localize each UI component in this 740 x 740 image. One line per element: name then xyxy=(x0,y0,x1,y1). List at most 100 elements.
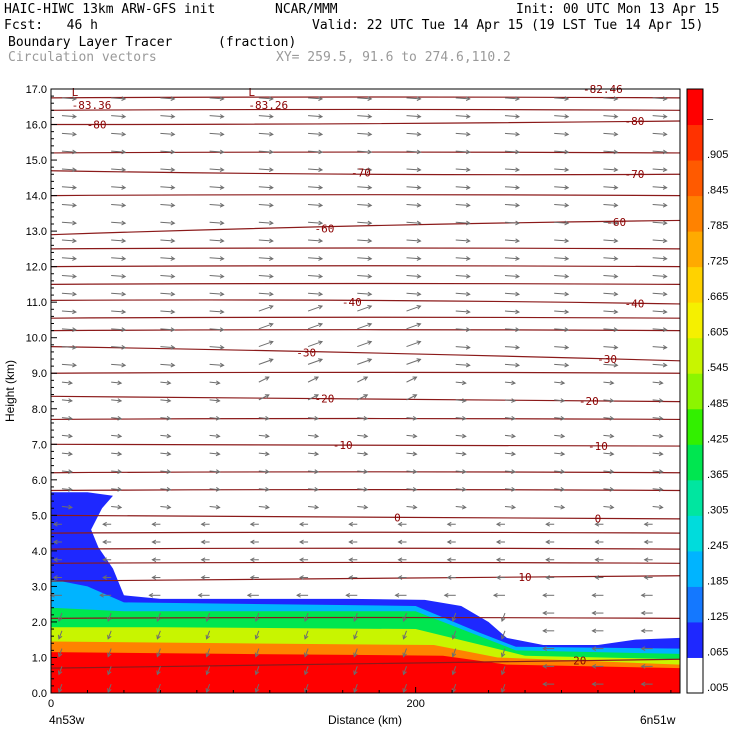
circulation-vector xyxy=(308,115,323,118)
circulation-vector-head xyxy=(299,557,304,563)
circulation-vector-head xyxy=(515,202,521,208)
circulation-vector xyxy=(255,683,260,693)
circulation-vector-head xyxy=(613,362,619,368)
circulation-vector xyxy=(308,470,319,473)
circulation-vector-head xyxy=(402,670,407,676)
circulation-vector-head xyxy=(564,273,570,279)
circulation-vector-head xyxy=(72,362,77,368)
colorbar-label: .785 xyxy=(707,220,728,232)
circulation-vector-head xyxy=(412,504,418,510)
circulation-vector-head xyxy=(219,185,225,190)
circulation-vector xyxy=(209,505,220,508)
circulation-vector-head xyxy=(121,345,127,350)
circulation-vector xyxy=(160,434,171,437)
colorbar-label: .305 xyxy=(707,504,728,516)
circulation-vector-head xyxy=(446,575,452,580)
circulation-vector-head xyxy=(254,617,260,623)
circulation-vector-head xyxy=(264,415,270,421)
circulation-vector-head xyxy=(102,521,107,527)
circulation-vector xyxy=(209,292,224,295)
circulation-vector xyxy=(504,221,520,224)
circulation-vector-head xyxy=(219,167,225,173)
circulation-vector-head xyxy=(268,322,274,328)
circulation-vector xyxy=(554,470,565,473)
circulation-vector xyxy=(107,612,112,622)
circulation-vector xyxy=(504,381,516,384)
circulation-vector-head xyxy=(121,238,127,244)
circulation-vector xyxy=(504,328,520,331)
circulation-vector-head xyxy=(461,398,467,403)
y-tick-label: 2.0 xyxy=(32,617,47,629)
circulation-vector-head xyxy=(662,149,668,155)
circulation-vector-head xyxy=(662,345,668,350)
circulation-vector-head xyxy=(107,688,112,694)
colorbar-frame xyxy=(686,88,704,694)
circulation-vector xyxy=(209,203,224,206)
circulation-vector-head xyxy=(367,149,373,155)
circulation-vector-head xyxy=(564,202,570,208)
circulation-vector xyxy=(308,97,323,100)
circulation-vector xyxy=(652,115,667,118)
circulation-vector xyxy=(61,168,76,171)
circulation-vector-head xyxy=(170,238,176,244)
circulation-vector xyxy=(61,310,76,313)
circulation-vector-head xyxy=(560,398,566,403)
circulation-vector-head xyxy=(394,592,400,598)
circulation-vector-head xyxy=(416,273,422,279)
circulation-vector-head xyxy=(545,575,550,580)
circulation-vector xyxy=(111,381,122,384)
circulation-vector-head xyxy=(318,256,324,261)
circulation-vector xyxy=(357,417,368,420)
circulation-vector-head xyxy=(166,504,172,510)
circulation-vector xyxy=(504,452,516,455)
temperature-isoline xyxy=(50,547,681,550)
circulation-vector xyxy=(308,452,319,455)
colorbar-swatch xyxy=(687,337,703,374)
circulation-vector xyxy=(156,648,161,657)
circulation-vector xyxy=(308,275,323,278)
circulation-vector-head xyxy=(72,185,77,190)
circulation-vector-head xyxy=(156,634,161,640)
temperature-isoline xyxy=(50,247,681,250)
y-tick-label: 6.0 xyxy=(32,475,47,487)
circulation-vector-head xyxy=(72,309,77,315)
circulation-vector-head xyxy=(465,220,471,226)
circulation-vector xyxy=(501,648,506,657)
circulation-vector-head xyxy=(353,634,358,640)
circulation-vector-head xyxy=(367,340,373,345)
circulation-vector xyxy=(455,132,470,135)
contour-label: -60 xyxy=(315,222,335,235)
circulation-vector-head xyxy=(121,362,127,368)
circulation-vector xyxy=(452,648,457,657)
circulation-vector xyxy=(307,376,319,383)
circulation-vector-head xyxy=(156,652,161,658)
circulation-vector-head xyxy=(594,575,600,580)
circulation-vector xyxy=(111,399,122,402)
circulation-vector xyxy=(504,434,516,437)
temperature-contour xyxy=(50,575,681,582)
circulation-vector xyxy=(308,488,319,491)
circulation-vector xyxy=(308,417,319,420)
circulation-vector-head xyxy=(268,131,274,137)
circulation-vector xyxy=(554,257,569,260)
circulation-vector-head xyxy=(318,149,324,155)
circulation-vector xyxy=(504,399,516,402)
circulation-vector-head xyxy=(57,652,63,658)
circulation-vector xyxy=(160,257,175,260)
circulation-vector xyxy=(61,97,76,100)
circulation-vector-head xyxy=(564,114,570,119)
circulation-vector-head xyxy=(254,652,260,658)
contour-label: -80 xyxy=(624,115,644,128)
circulation-vector xyxy=(603,168,618,171)
circulation-vector xyxy=(160,346,175,349)
circulation-vector-head xyxy=(121,131,127,137)
circulation-vector xyxy=(554,221,569,224)
circulation-vector xyxy=(258,115,273,118)
circulation-vector-head xyxy=(640,646,646,651)
circulation-vector-head xyxy=(367,256,373,261)
circulation-vector xyxy=(307,305,323,312)
circulation-vector-head xyxy=(215,433,221,439)
circulation-vector xyxy=(455,292,470,295)
circulation-vector xyxy=(209,186,224,189)
colorbar-swatch xyxy=(687,550,703,587)
